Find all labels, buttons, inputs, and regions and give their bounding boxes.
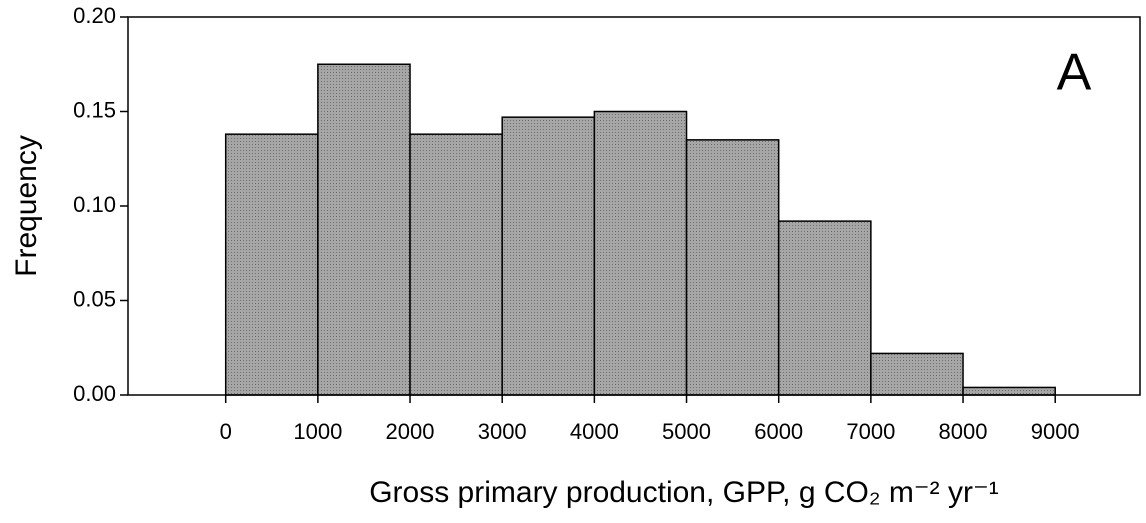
y-tick-label: 0.15 [73, 97, 116, 122]
x-tick-label: 7000 [846, 419, 895, 444]
x-tick-label: 5000 [662, 419, 711, 444]
bar [409, 133, 503, 396]
x-tick-label: 8000 [939, 419, 988, 444]
bar [317, 63, 411, 396]
y-tick-label: 0.20 [73, 3, 116, 28]
bar [224, 133, 319, 396]
y-axis-label: Frequency [10, 135, 43, 277]
x-tick-label: 0 [220, 419, 232, 444]
y-tick-label: 0.00 [73, 381, 116, 406]
panel-label: A [1057, 44, 1092, 102]
bar [777, 220, 872, 396]
bar [962, 386, 1056, 396]
x-tick-label: 2000 [386, 419, 435, 444]
x-tick-label: 6000 [754, 419, 803, 444]
x-tick-label: 4000 [570, 419, 619, 444]
x-tick-label: 9000 [1031, 419, 1080, 444]
bar [501, 116, 596, 396]
bar [593, 110, 688, 396]
x-axis-label: Gross primary production, GPP, g CO₂ m⁻²… [369, 476, 999, 509]
bar [870, 352, 964, 396]
y-tick-label: 0.10 [73, 192, 116, 217]
x-tick-label: 3000 [478, 419, 527, 444]
x-tick-label: 1000 [293, 419, 342, 444]
y-tick-label: 0.05 [73, 286, 116, 311]
bar [685, 139, 780, 396]
